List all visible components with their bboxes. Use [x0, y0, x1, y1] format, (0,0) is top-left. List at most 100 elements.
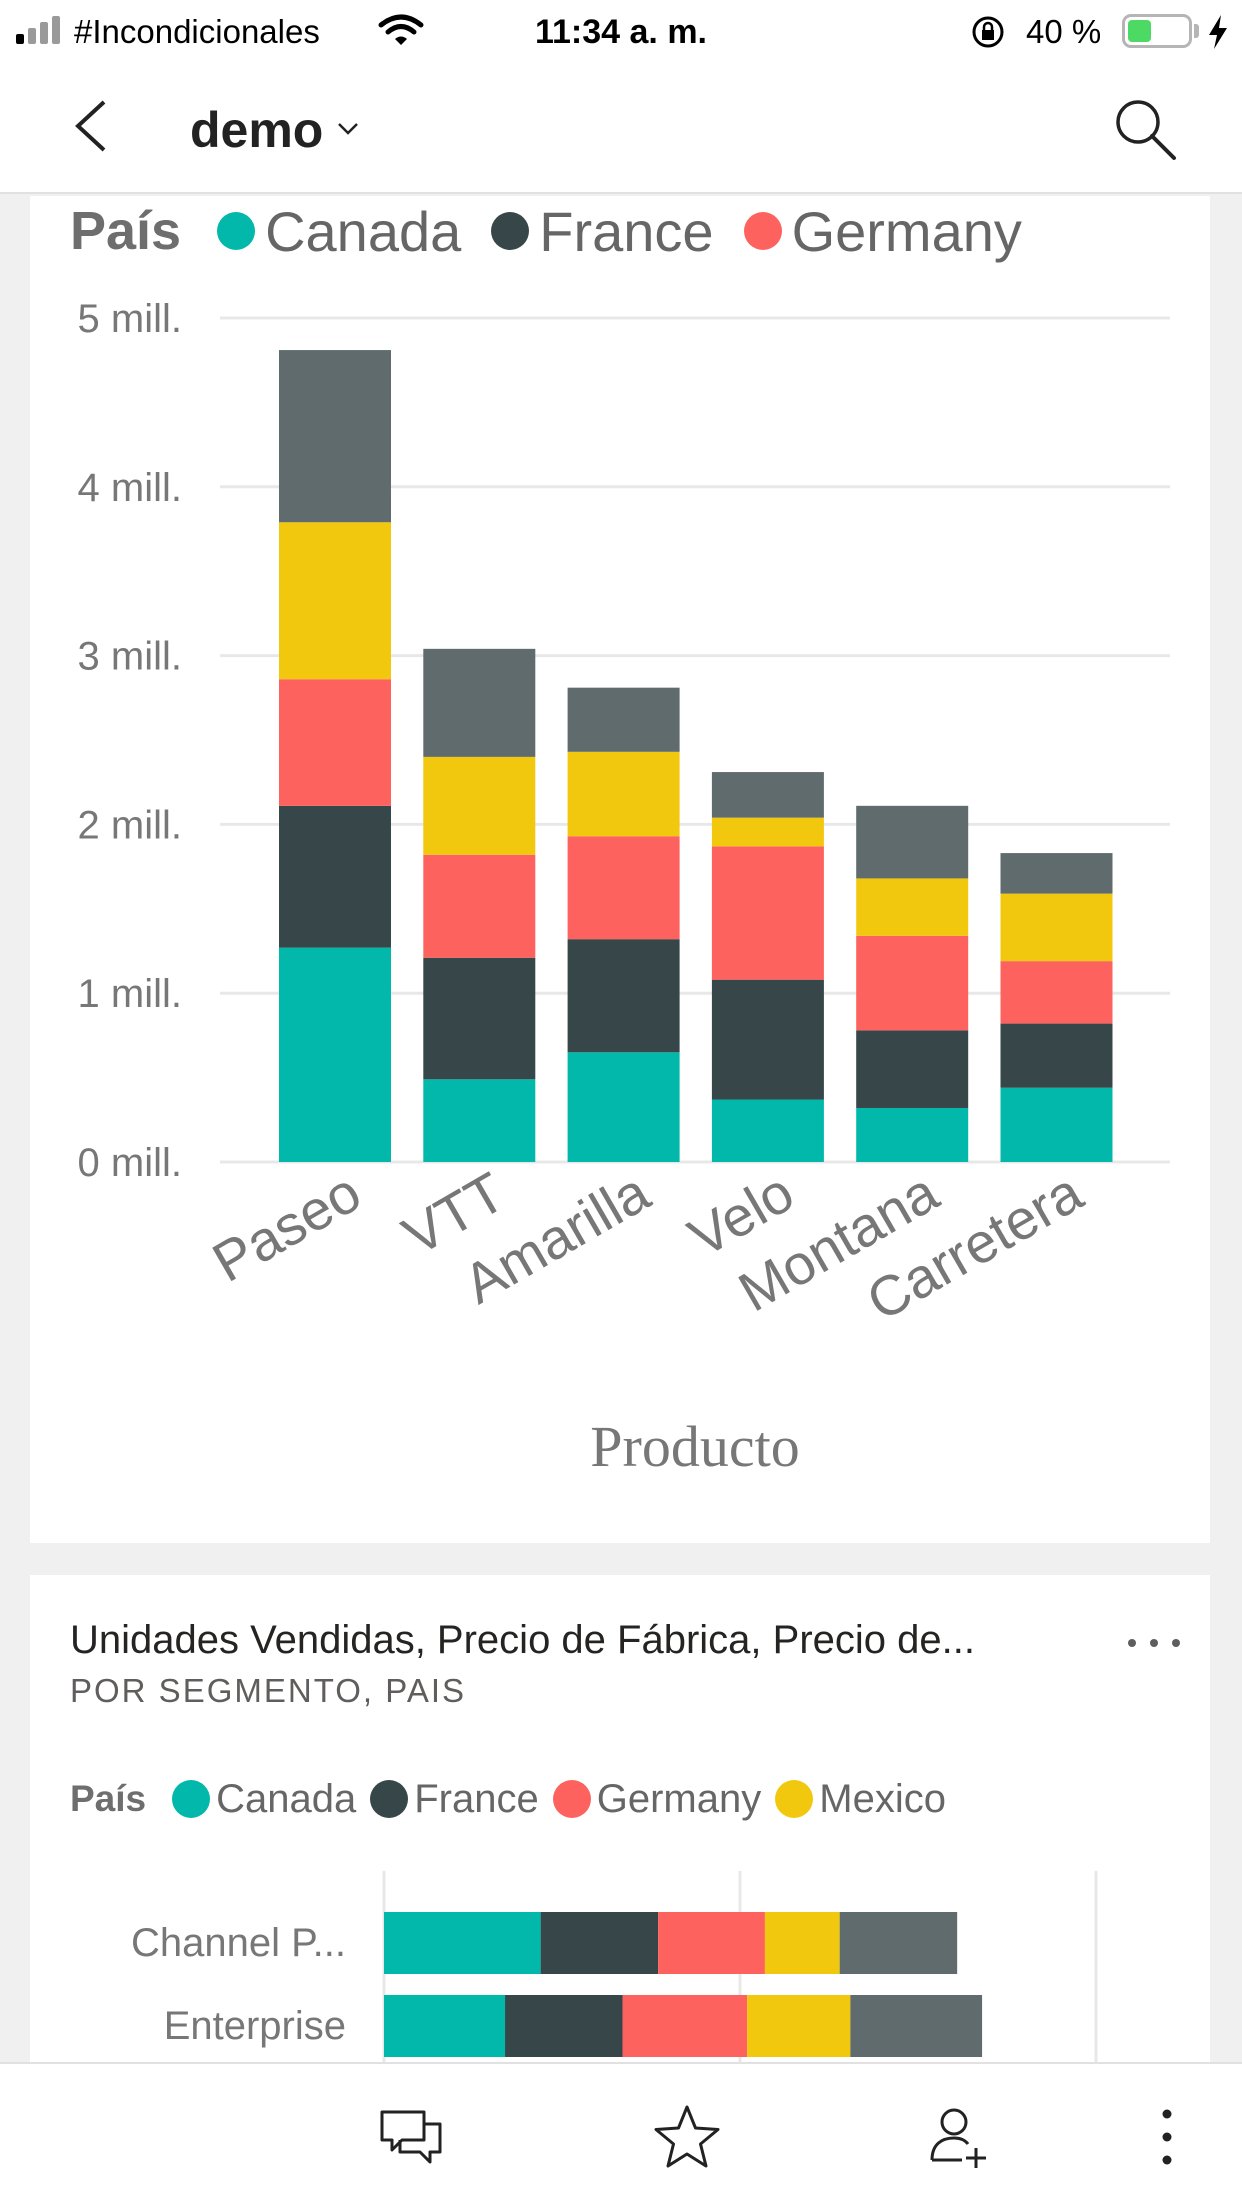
- y-category-label: Enterprise: [164, 2004, 346, 2048]
- legend-dot: [172, 1780, 211, 1818]
- legend-dot: [743, 212, 782, 250]
- y-tick-label: 0 mill.: [78, 1141, 182, 1185]
- legend-label: Mexico: [819, 1776, 946, 1821]
- charging-bolt-icon: [1209, 15, 1227, 49]
- column-segment: [1000, 961, 1113, 1024]
- column-segment: [567, 751, 680, 837]
- column-segment: [279, 679, 391, 806]
- chevron-down-icon[interactable]: [334, 114, 362, 142]
- legend-dot: [370, 1780, 409, 1818]
- column-segment: [856, 878, 969, 936]
- column-segment: [423, 957, 536, 1080]
- column-segment: [711, 1099, 824, 1162]
- legend-label: Canada: [216, 1776, 357, 1821]
- column-segment: [856, 1030, 969, 1108]
- search-icon[interactable]: [1110, 94, 1180, 164]
- bar-segment: [505, 1995, 623, 2057]
- column-segment: [1000, 893, 1113, 962]
- column-segment: [423, 854, 536, 958]
- card-subtitle: POR SEGMENTO, PAIS: [70, 1672, 467, 1709]
- x-tick-label: Paseo: [202, 1160, 371, 1294]
- column-segment: [856, 805, 969, 879]
- battery-percentage: 40 %: [1026, 13, 1102, 50]
- column-segment: [1000, 853, 1113, 894]
- wifi-icon: [378, 14, 424, 45]
- rotation-lock-icon: [972, 16, 1004, 48]
- chevron-left-icon[interactable]: [66, 96, 126, 156]
- card-title: Unidades Vendidas, Precio de Fábrica, Pr…: [70, 1618, 975, 1662]
- column-segment: [711, 772, 824, 818]
- cellular-signal-icon: [16, 16, 66, 44]
- bar-segment: [384, 1912, 541, 1974]
- legend-label: Canada: [265, 199, 462, 263]
- column-segment: [856, 935, 969, 1031]
- legend-dot: [217, 212, 256, 250]
- column-segment: [567, 939, 680, 1053]
- column-segment: [711, 846, 824, 980]
- battery-icon: [1122, 14, 1192, 48]
- bar-segment: [658, 1912, 765, 1974]
- legend-label: France: [414, 1776, 539, 1821]
- bar-segment: [850, 1995, 983, 2057]
- column-segment: [279, 522, 391, 680]
- column-segment: [423, 1079, 536, 1162]
- battery-tip: [1194, 24, 1199, 38]
- favorite-star-icon[interactable]: [652, 2102, 722, 2172]
- battery-level-fill: [1128, 20, 1152, 42]
- column-segment: [1000, 1087, 1113, 1162]
- bottom-toolbar: [0, 2062, 1242, 2208]
- y-tick-label: 3 mill.: [78, 635, 182, 679]
- bar-segment: [764, 1912, 840, 1974]
- column-segment: [567, 687, 680, 752]
- column-segment: [856, 1107, 969, 1162]
- bar-segment: [747, 1995, 851, 2057]
- legend-label: Germany: [596, 1776, 762, 1821]
- clock-time: 11:34 a. m.: [534, 13, 707, 51]
- column-segment: [423, 648, 536, 757]
- bar-segment: [540, 1912, 659, 1974]
- status-bar: #Incondicionales 11:34 a. m. 40 %: [0, 0, 1242, 62]
- carrier-name: #Incondicionales: [74, 13, 320, 50]
- y-category-label: Channel P...: [131, 1921, 346, 1965]
- column-segment: [567, 1052, 680, 1162]
- stacked-column-chart[interactable]: Producto 0 mill. 1 mill. 2 mill. 3 mill. 4 m…: [30, 196, 1210, 1543]
- app-header: demo: [0, 62, 1242, 194]
- legend-label: Germany: [791, 199, 1022, 263]
- bar-segment: [384, 1995, 506, 2057]
- legend-title: País: [70, 1778, 147, 1819]
- legend-item-canada[interactable]: Canada: [217, 199, 461, 264]
- legend-dot: [552, 1780, 591, 1818]
- column-segment: [567, 836, 680, 940]
- legend-item-germany[interactable]: Germany: [552, 1776, 762, 1822]
- column-segment: [423, 756, 536, 855]
- legend-dot: [775, 1780, 814, 1818]
- legend-item-france[interactable]: France: [370, 1777, 539, 1822]
- legend-item-mexico[interactable]: Mexico: [775, 1777, 946, 1822]
- y-tick-label: 1 mill.: [78, 972, 182, 1016]
- column-segment: [1000, 1023, 1113, 1088]
- page-title[interactable]: demo: [190, 102, 324, 158]
- column-segment: [711, 817, 824, 847]
- legend-item-canada[interactable]: Canada: [172, 1777, 356, 1822]
- legend-dot: [491, 212, 530, 250]
- legend-item-france[interactable]: France: [491, 199, 714, 264]
- x-axis-title: Producto: [590, 1414, 799, 1479]
- legend-title: País: [70, 201, 182, 261]
- chart-legend: País Canada France Germany Mexico: [70, 1769, 960, 1829]
- chart-legend: País Canada France Germany: [70, 196, 1052, 266]
- comments-icon[interactable]: [378, 2102, 448, 2172]
- y-tick-label: 2 mill.: [78, 803, 182, 847]
- column-segment: [279, 947, 391, 1162]
- bar-segment: [622, 1995, 748, 2057]
- column-chart-card[interactable]: País Canada France Germany Producto 0 mi…: [30, 196, 1210, 1543]
- more-vertical-icon[interactable]: [1132, 2102, 1202, 2172]
- legend-label: France: [539, 199, 714, 263]
- column-segment: [279, 350, 391, 523]
- y-tick-label: 5 mill.: [78, 297, 182, 341]
- legend-item-germany[interactable]: Germany: [743, 199, 1022, 264]
- column-segment: [711, 979, 824, 1100]
- more-horizontal-icon[interactable]: [1126, 1631, 1186, 1655]
- invite-user-icon[interactable]: [926, 2102, 996, 2172]
- y-tick-label: 4 mill.: [78, 466, 182, 510]
- bar-segment: [839, 1912, 958, 1974]
